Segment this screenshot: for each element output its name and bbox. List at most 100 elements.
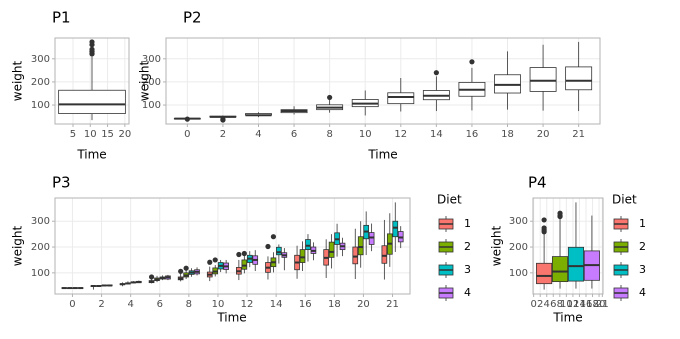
x-tick-label: 0 <box>184 129 190 140</box>
panel-border <box>54 37 130 125</box>
outlier <box>89 46 95 52</box>
panel <box>166 38 600 124</box>
x-tick-label: 4 <box>255 129 261 140</box>
box <box>494 74 521 94</box>
box <box>368 232 375 245</box>
legend-label: 2 <box>639 240 646 253</box>
panel <box>55 198 410 294</box>
x-tick-label: 10 <box>560 299 573 310</box>
x-axis-title: Time <box>76 148 106 162</box>
outlier <box>433 70 439 76</box>
outlier <box>89 39 95 45</box>
x-tick-label: 6 <box>157 299 163 310</box>
x-tick-label: 8 <box>557 299 563 310</box>
outlier <box>541 217 547 223</box>
x-axis-title: Time <box>216 311 246 325</box>
y-tick-label: 100 <box>31 100 50 111</box>
x-tick-label: 0 <box>69 299 75 310</box>
x-tick-label: 16 <box>466 129 479 140</box>
x-tick-label: 14 <box>270 299 283 310</box>
y-tick-label: 300 <box>509 216 528 227</box>
legend-label: 2 <box>464 240 471 253</box>
box <box>357 236 364 256</box>
outlier <box>183 265 189 271</box>
outlier <box>541 225 547 231</box>
x-axis-title: Time <box>367 148 397 162</box>
outlier <box>184 116 190 122</box>
y-tick-label: 100 <box>509 268 528 279</box>
x-tick-label: 4 <box>127 299 133 310</box>
box <box>328 241 335 258</box>
box <box>565 66 593 91</box>
y-axis-title: weight <box>490 225 504 266</box>
y-axis-title: weight <box>11 225 25 266</box>
outlier <box>207 259 213 265</box>
x-tick-label: 12 <box>241 299 254 310</box>
x-axis-title: Time <box>552 311 582 325</box>
chart-title: P2 <box>183 9 202 27</box>
panel-border <box>54 197 411 295</box>
x-tick-label: 8 <box>326 129 332 140</box>
y-axis-title: weight <box>138 60 152 101</box>
x-tick-label: 12 <box>394 129 407 140</box>
x-tick-label: 18 <box>501 129 514 140</box>
chart-title: P4 <box>528 174 547 192</box>
box <box>529 67 557 92</box>
outlier <box>220 116 226 122</box>
x-tick-label: 6 <box>291 129 297 140</box>
outlier <box>327 94 333 101</box>
y-tick-label: 200 <box>142 77 161 88</box>
y-axis-title: weight <box>11 60 25 101</box>
legend-label: 1 <box>639 217 646 230</box>
legend-label: 3 <box>464 263 471 276</box>
x-tick-label: 10 <box>212 299 225 310</box>
y-tick-label: 200 <box>509 242 528 253</box>
x-tick-label: 21 <box>572 129 585 140</box>
x-tick-label: 8 <box>186 299 192 310</box>
chart-title: P1 <box>52 9 71 27</box>
x-tick-label: 2 <box>537 299 543 310</box>
x-tick-label: 16 <box>580 299 593 310</box>
x-tick-label: 14 <box>430 129 443 140</box>
x-tick-label: 0 <box>530 299 536 310</box>
legend-title: Diet <box>437 193 462 207</box>
box <box>387 92 415 105</box>
y-tick-label: 300 <box>31 216 50 227</box>
x-tick-label: 20 <box>593 299 606 310</box>
chart-title: P3 <box>52 174 71 192</box>
box <box>58 89 126 114</box>
x-tick-label: 10 <box>359 129 372 140</box>
x-tick-label: 12 <box>567 299 580 310</box>
y-tick-label: 300 <box>31 54 50 65</box>
box <box>392 220 399 238</box>
x-tick-label: 4 <box>544 299 550 310</box>
outlier <box>178 268 184 274</box>
x-tick-label: 2 <box>98 299 104 310</box>
legend-title: Diet <box>612 193 637 207</box>
x-tick-label: 15 <box>101 129 114 140</box>
x-tick-label: 20 <box>357 299 370 310</box>
box <box>381 245 388 264</box>
x-tick-label: 18 <box>328 299 341 310</box>
legend-label: 1 <box>464 217 471 230</box>
box <box>241 259 248 270</box>
y-tick-label: 300 <box>142 54 161 65</box>
outlier <box>469 59 475 65</box>
y-tick-label: 200 <box>31 77 50 88</box>
x-tick-label: 6 <box>550 299 556 310</box>
box <box>551 256 569 283</box>
box <box>299 249 306 263</box>
x-tick-label: 21 <box>386 299 399 310</box>
x-tick-label: 21 <box>596 299 609 310</box>
outlier <box>236 251 242 258</box>
x-tick-label: 16 <box>299 299 312 310</box>
y-tick-label: 200 <box>31 242 50 253</box>
legend-label: 3 <box>639 263 646 276</box>
legend-label: 4 <box>464 286 471 299</box>
outlier <box>241 250 247 257</box>
outlier <box>212 257 218 263</box>
box <box>305 239 311 251</box>
box <box>276 246 282 256</box>
panel-border <box>532 197 604 295</box>
